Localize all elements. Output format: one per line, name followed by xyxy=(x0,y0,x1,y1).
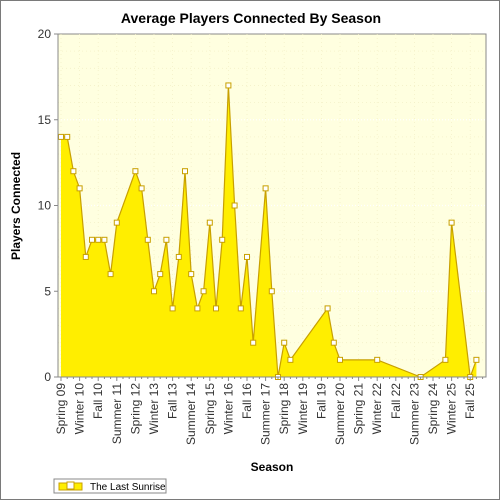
data-point xyxy=(70,168,77,175)
data-point xyxy=(58,133,64,140)
data-point xyxy=(448,219,455,226)
x-tick-label: Spring 12 xyxy=(128,383,142,435)
x-tick-label: Fall 10 xyxy=(91,383,105,419)
data-point xyxy=(107,271,114,278)
x-tick-label: Fall 13 xyxy=(166,383,180,419)
x-tick-label: Summer 23 xyxy=(407,383,421,445)
data-point xyxy=(89,236,95,243)
data-point xyxy=(262,185,269,192)
x-axis: Spring 09 Winter 10 Fall 10 Summer 11 Spring… xyxy=(54,376,486,445)
y-axis: 0 5 10 15 20 xyxy=(38,27,59,384)
legend-marker xyxy=(66,481,75,490)
x-tick-label: Spring 09 xyxy=(54,383,68,435)
data-point xyxy=(76,185,83,192)
data-point xyxy=(132,168,139,175)
data-point xyxy=(175,253,182,260)
x-tick-label: Winter 10 xyxy=(73,383,87,435)
data-point xyxy=(213,305,219,312)
x-tick-label: Fall 16 xyxy=(240,383,254,419)
data-point xyxy=(237,305,244,312)
y-tick-label: 20 xyxy=(38,27,52,41)
data-point xyxy=(250,339,257,346)
x-tick-label: Summer 20 xyxy=(333,383,347,445)
x-tick-label: Fall 22 xyxy=(389,383,403,419)
x-tick-label: Winter 13 xyxy=(147,383,161,435)
series-area-the-last-sunrise xyxy=(61,85,477,377)
legend-label: The Last Sunrise xyxy=(90,482,166,493)
x-tick-label: Spring 18 xyxy=(277,383,291,435)
x-tick-label: Spring 21 xyxy=(352,383,366,435)
data-point xyxy=(82,253,89,260)
data-point xyxy=(281,339,288,346)
data-point xyxy=(182,168,188,175)
data-point xyxy=(151,288,157,295)
x-tick-label: Summer 14 xyxy=(184,383,198,445)
x-tick-label: Fall 25 xyxy=(463,383,477,419)
data-point xyxy=(188,271,195,278)
data-point xyxy=(113,219,120,226)
data-point xyxy=(231,202,238,209)
legend: The Last Sunrise xyxy=(53,478,167,494)
x-tick-label: Summer 17 xyxy=(259,383,273,445)
area-layer xyxy=(61,85,477,378)
y-tick-label: 0 xyxy=(44,370,51,384)
data-point xyxy=(101,236,108,243)
x-axis-title: Season xyxy=(251,460,294,474)
x-tick-label: Winter 16 xyxy=(221,383,235,435)
data-point xyxy=(324,305,331,312)
data-point xyxy=(225,82,232,89)
data-point xyxy=(219,236,226,243)
data-point xyxy=(287,356,294,363)
data-point xyxy=(473,356,480,363)
data-point xyxy=(244,253,250,260)
data-point xyxy=(138,185,145,192)
data-point xyxy=(157,271,164,278)
x-tick-label: Winter 19 xyxy=(296,383,310,435)
x-tick-label: Spring 24 xyxy=(426,383,440,435)
data-point xyxy=(442,356,449,363)
y-axis-title: Players Connected xyxy=(9,152,23,260)
data-point xyxy=(194,305,201,312)
data-point xyxy=(64,133,71,140)
x-tick-label: Spring 15 xyxy=(203,383,217,435)
y-tick-label: 5 xyxy=(44,284,51,298)
y-tick-label: 15 xyxy=(38,113,52,127)
chart-title: Average Players Connected By Season xyxy=(121,10,381,26)
x-tick-label: Fall 19 xyxy=(314,383,328,419)
x-tick-label: Winter 22 xyxy=(370,383,384,435)
data-point xyxy=(330,339,337,346)
data-point xyxy=(163,236,170,243)
data-point xyxy=(200,288,207,295)
x-tick-label: Winter 25 xyxy=(445,383,459,435)
data-point xyxy=(337,356,343,363)
data-point xyxy=(169,305,176,312)
data-point xyxy=(374,356,381,363)
data-point xyxy=(95,236,102,243)
data-point xyxy=(268,288,275,295)
series-line-the-last-sunrise xyxy=(61,85,477,378)
y-tick-label: 10 xyxy=(38,199,52,213)
data-point xyxy=(144,236,151,243)
x-tick-label: Summer 11 xyxy=(110,383,124,444)
data-point xyxy=(206,219,213,226)
